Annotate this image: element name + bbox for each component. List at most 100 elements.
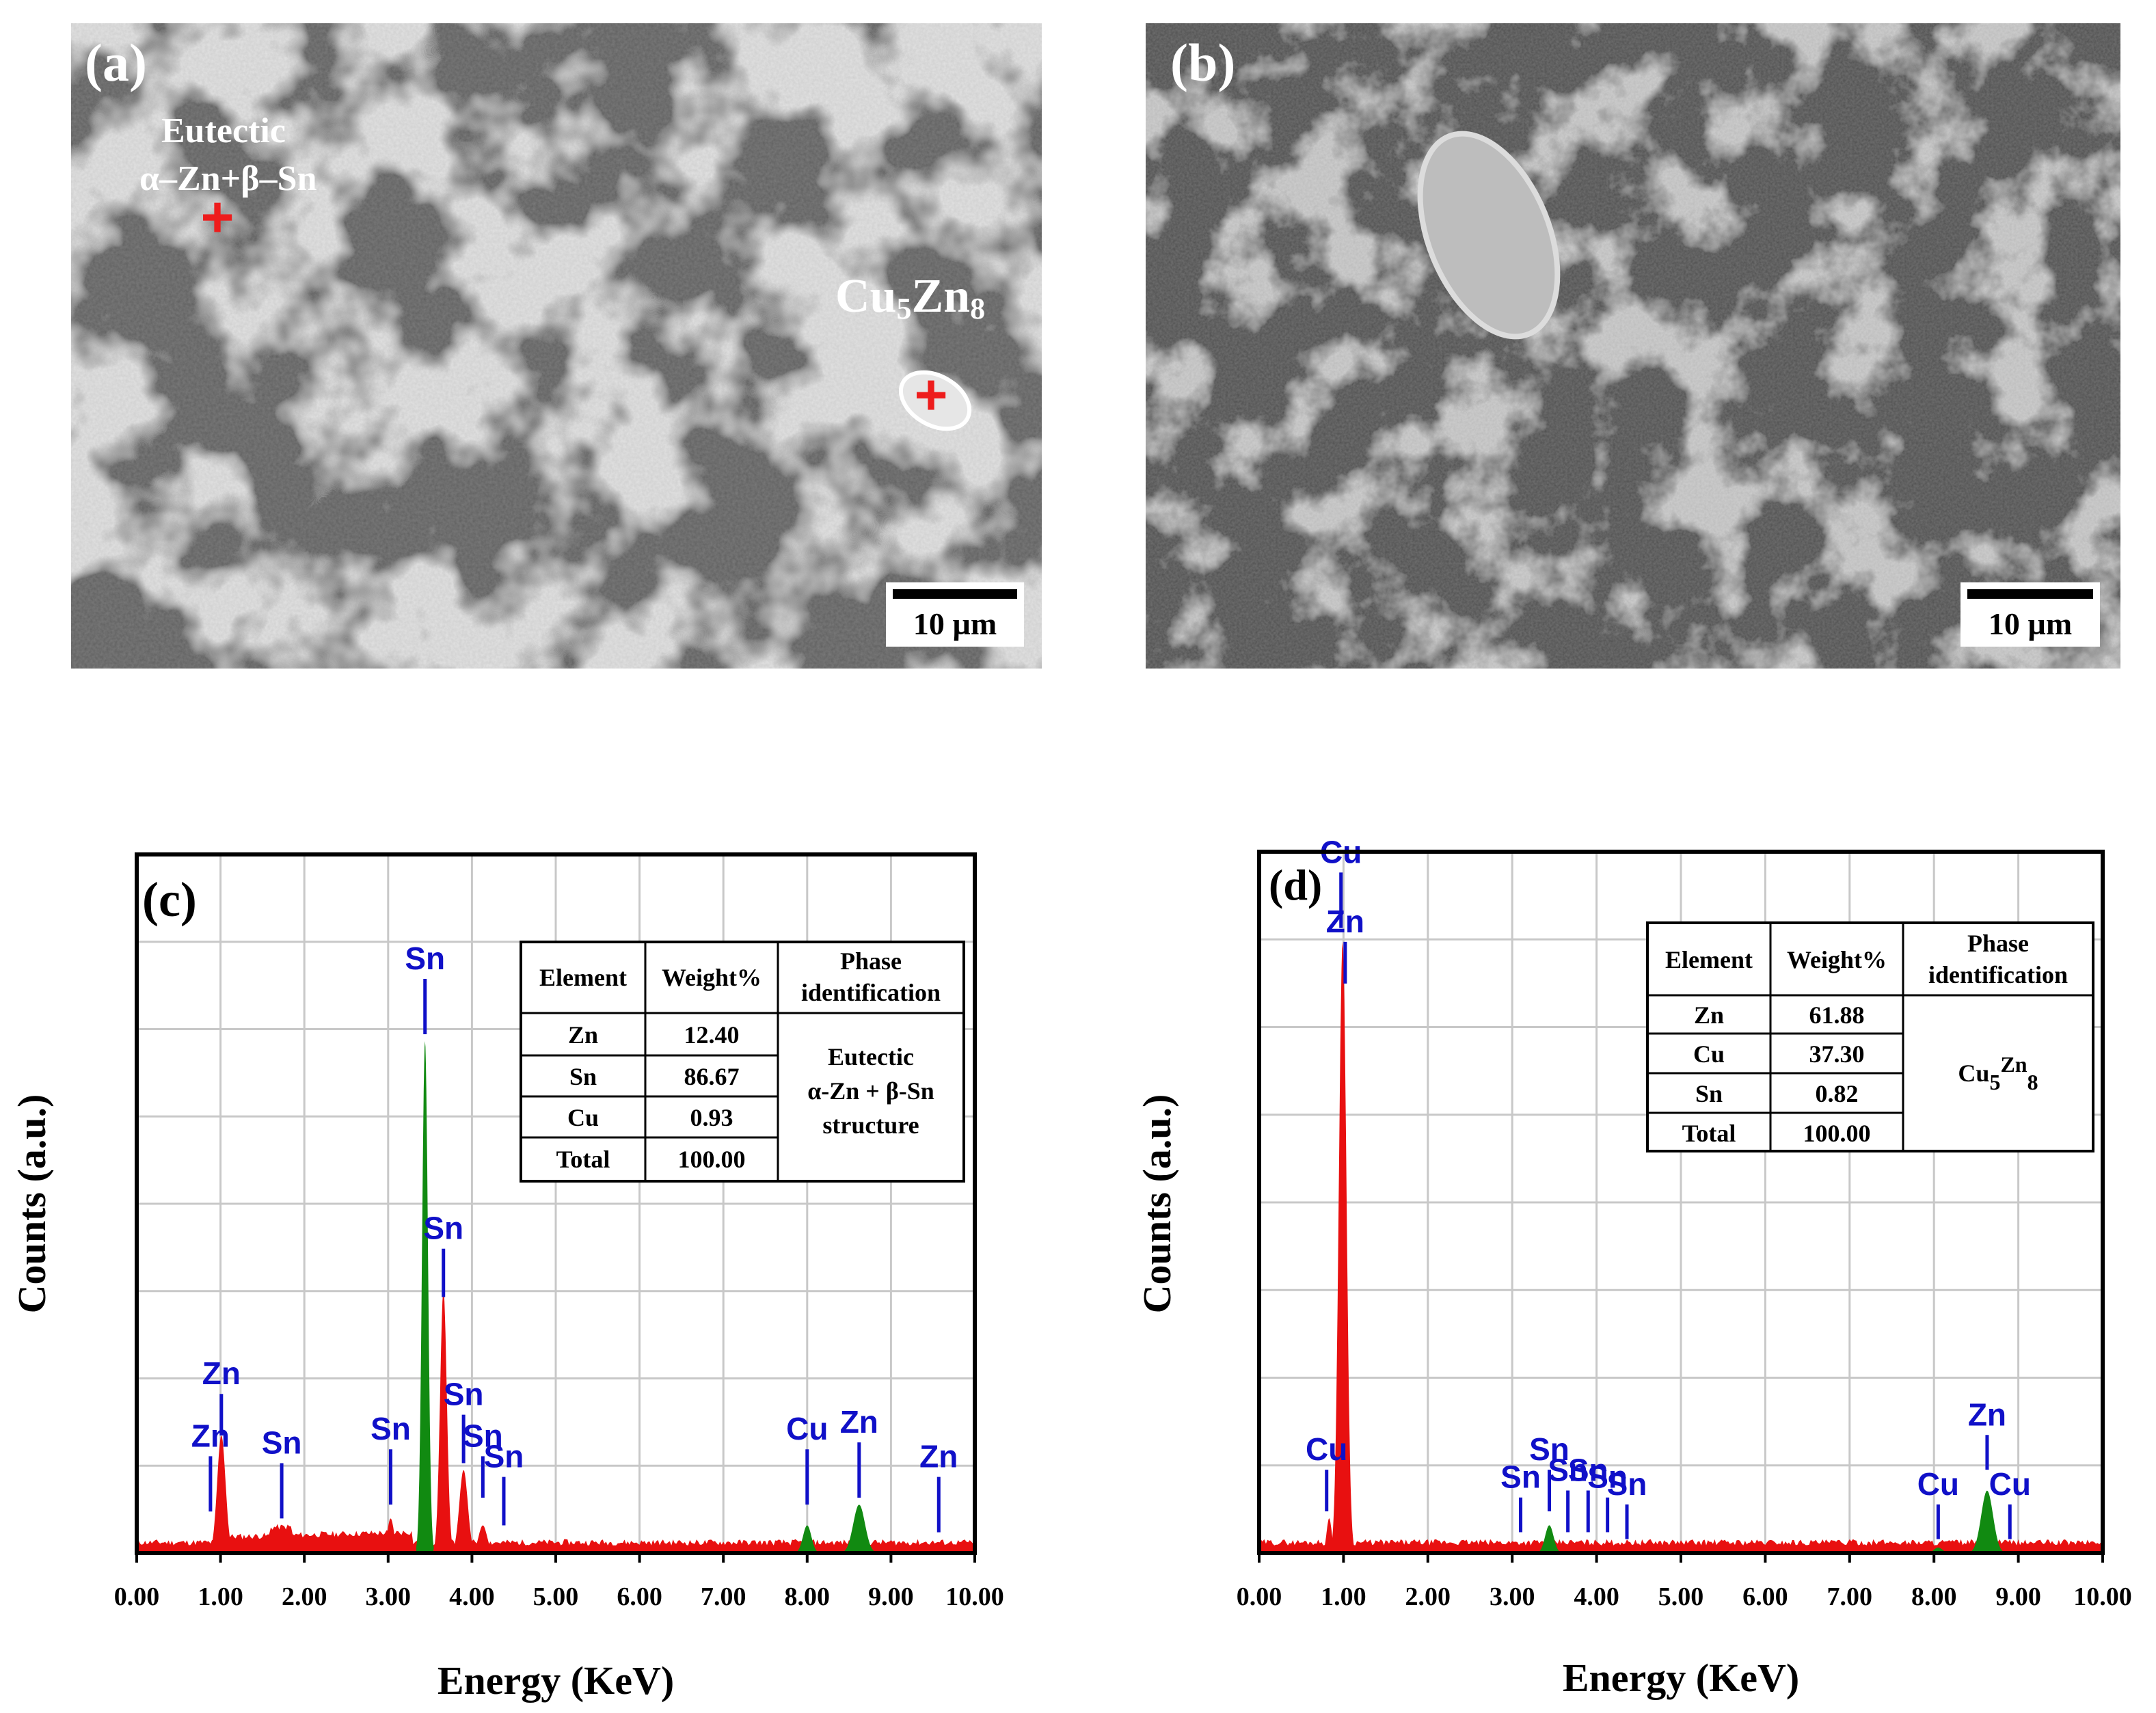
x-tick-label: 10.00	[2073, 1582, 2132, 1611]
table-header-weight: Weight%	[1787, 946, 1887, 973]
x-tick-label: 6.00	[1742, 1582, 1788, 1611]
x-tick-label: 10.00	[945, 1582, 1004, 1611]
peak-marker-label: Sn	[444, 1377, 484, 1412]
peak-marker-label: Sn	[1500, 1459, 1541, 1495]
spectrum-peak	[208, 1435, 234, 1553]
x-tick-label: 0.00	[114, 1582, 160, 1611]
peak-marker-label: Sn	[484, 1439, 524, 1474]
x-tick-label: 5.00	[533, 1582, 579, 1611]
x-tick-label: 1.00	[198, 1582, 243, 1611]
x-tick-label: 5.00	[1658, 1582, 1704, 1611]
peak-marker-label: Sn	[1529, 1431, 1569, 1467]
peak-marker-label: Cu	[786, 1411, 828, 1446]
peak-marker-label: Cu	[1917, 1466, 1959, 1502]
y-axis-title-c: Counts (a.u.)	[10, 1094, 54, 1314]
x-tick-label: 8.00	[1911, 1582, 1957, 1611]
spectrum-peak	[433, 1290, 454, 1553]
x-tick-label: 3.00	[366, 1582, 412, 1611]
particle-b	[1417, 131, 1561, 340]
x-tick-label: 8.00	[785, 1582, 831, 1611]
table-cell-weight: 12.40	[684, 1021, 740, 1049]
y-axis-title-d: Counts (a.u.)	[1135, 1094, 1179, 1314]
eutectic-annotation: Eutectic	[161, 111, 286, 150]
peak-marker-label: Zn	[191, 1418, 230, 1453]
x-tick-label: 4.00	[1574, 1582, 1619, 1611]
peak-marker-label: Sn	[1568, 1453, 1608, 1488]
x-tick-label: 3.00	[1490, 1582, 1535, 1611]
cu5zn8-particle	[898, 370, 972, 431]
spectrum-peak	[380, 1518, 401, 1553]
spectrum-peak	[1969, 1490, 2005, 1553]
scale-bar-label-b: 10 µm	[1989, 606, 2072, 641]
scale-bar-a	[893, 589, 1017, 599]
peak-marker-label: Sn	[423, 1211, 463, 1246]
x-tick-label: 7.00	[701, 1582, 746, 1611]
peak-marker-label: Sn	[1607, 1466, 1647, 1502]
table-header-element: Element	[539, 964, 627, 991]
peak-marker-label: Zn	[1968, 1397, 2006, 1432]
peak-marker-label: Sn	[1548, 1453, 1588, 1488]
panel-d-label: (d)	[1269, 861, 1322, 909]
peak-marker-label: Zn	[202, 1355, 241, 1391]
table-header-element: Element	[1665, 946, 1753, 973]
peak-marker-label: Sn	[262, 1425, 302, 1460]
table-header-identification: identification	[801, 979, 941, 1006]
x-tick-label: 7.00	[1827, 1582, 1873, 1611]
x-tick-label: 9.00	[1995, 1582, 2041, 1611]
table-cell-element: Sn	[569, 1063, 597, 1090]
sem-image-a	[71, 23, 1042, 669]
spectrum-peak	[1537, 1525, 1562, 1553]
spectrum-peak	[416, 1041, 434, 1553]
table-cell-element: Sn	[1695, 1080, 1723, 1107]
table-cell-element: Cu	[567, 1104, 599, 1131]
x-axis-title-c: Energy (KeV)	[437, 1658, 674, 1703]
x-tick-label: 1.00	[1321, 1582, 1366, 1611]
table-header-phase: Phase	[1967, 930, 2029, 957]
x-ticks-c: 0.00 1.00 2.00 3.00 4.00 5.00 6.00 7.00 8.00 9.00…	[114, 1553, 1004, 1611]
table-cell-weight: 37.30	[1809, 1040, 1865, 1068]
spectrum-peak	[450, 1470, 476, 1553]
table-cell-element: Zn	[568, 1021, 598, 1049]
marker-cu5zn8: +	[914, 362, 947, 427]
peaks-d	[1321, 941, 2005, 1553]
table-header-phase: Phase	[840, 947, 902, 975]
x-tick-label: 2.00	[1405, 1582, 1451, 1611]
spectrum-peak	[470, 1525, 496, 1553]
table-cell-element: Cu	[1693, 1040, 1725, 1068]
eutectic-phase-annotation: α–Zn+β–Sn	[139, 159, 317, 198]
spectrum-peak	[1321, 1518, 1337, 1553]
x-axis-title-d: Energy (KeV)	[1563, 1656, 1799, 1700]
x-tick-label: 4.00	[449, 1582, 495, 1611]
spectrum-peak	[794, 1525, 820, 1553]
spectrum-baseline-d	[1259, 1539, 2103, 1553]
table-c: Element Weight% Phase identification Zn …	[520, 941, 965, 1183]
x-tick-label: 6.00	[617, 1582, 662, 1611]
peak-marker-label: Zn	[919, 1439, 958, 1474]
table-cell-weight: 0.93	[690, 1104, 733, 1131]
x-tick-label: 9.00	[868, 1582, 914, 1611]
peak-marker-label: Zn	[840, 1404, 878, 1440]
panel-b-label: (b)	[1170, 33, 1235, 92]
marker-eutectic: +	[200, 185, 234, 249]
peak-marker-label: Sn	[1587, 1459, 1628, 1495]
table-phase-line: α-Zn + β-Sn	[807, 1077, 934, 1105]
table-cell-element: Total	[556, 1146, 610, 1173]
panel-a-label: (a)	[85, 33, 147, 92]
panel-b: (b) 10 µm	[1146, 23, 2120, 669]
table-phase-formula: Cu5Zn8	[1958, 1052, 2038, 1094]
table-header-identification: identification	[1928, 961, 2068, 988]
table-header-weight: Weight%	[662, 964, 762, 991]
table-cell-weight: 100.00	[678, 1146, 746, 1173]
table-cell-element: Total	[1682, 1120, 1736, 1147]
table-cell-element: Zn	[1694, 1001, 1724, 1029]
peak-marker-label: Cu	[1989, 1466, 2031, 1502]
spectrum-peak	[1559, 1542, 1585, 1553]
x-ticks-d: 0.00 1.00 2.00 3.00 4.00 5.00 6.00 7.00 8.00 9.00…	[1237, 1553, 2132, 1611]
panel-c-label: (c)	[142, 872, 197, 927]
x-tick-label: 2.00	[282, 1582, 327, 1611]
table-phase-line: Eutectic	[828, 1043, 914, 1070]
x-tick-label: 0.00	[1237, 1582, 1282, 1611]
sem-image-b	[1146, 23, 2120, 669]
